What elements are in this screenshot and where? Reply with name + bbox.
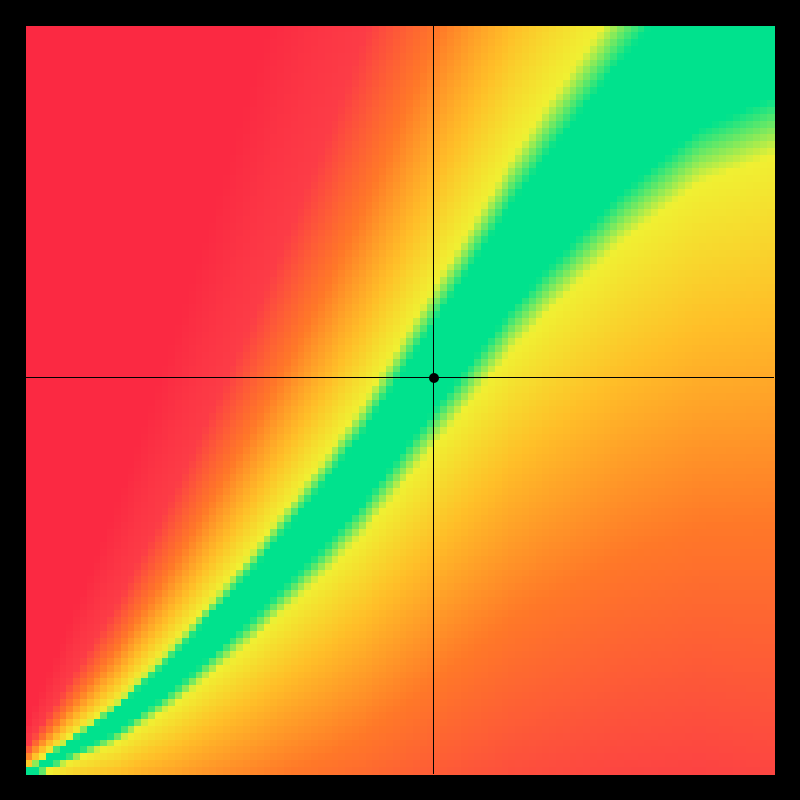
crosshair-vertical (433, 26, 434, 774)
crosshair-horizontal (26, 377, 774, 378)
chart-area (0, 0, 800, 800)
crosshair-marker (429, 373, 439, 383)
heatmap-canvas (0, 0, 800, 800)
chart-container: TheBottleneck.com (0, 0, 800, 800)
